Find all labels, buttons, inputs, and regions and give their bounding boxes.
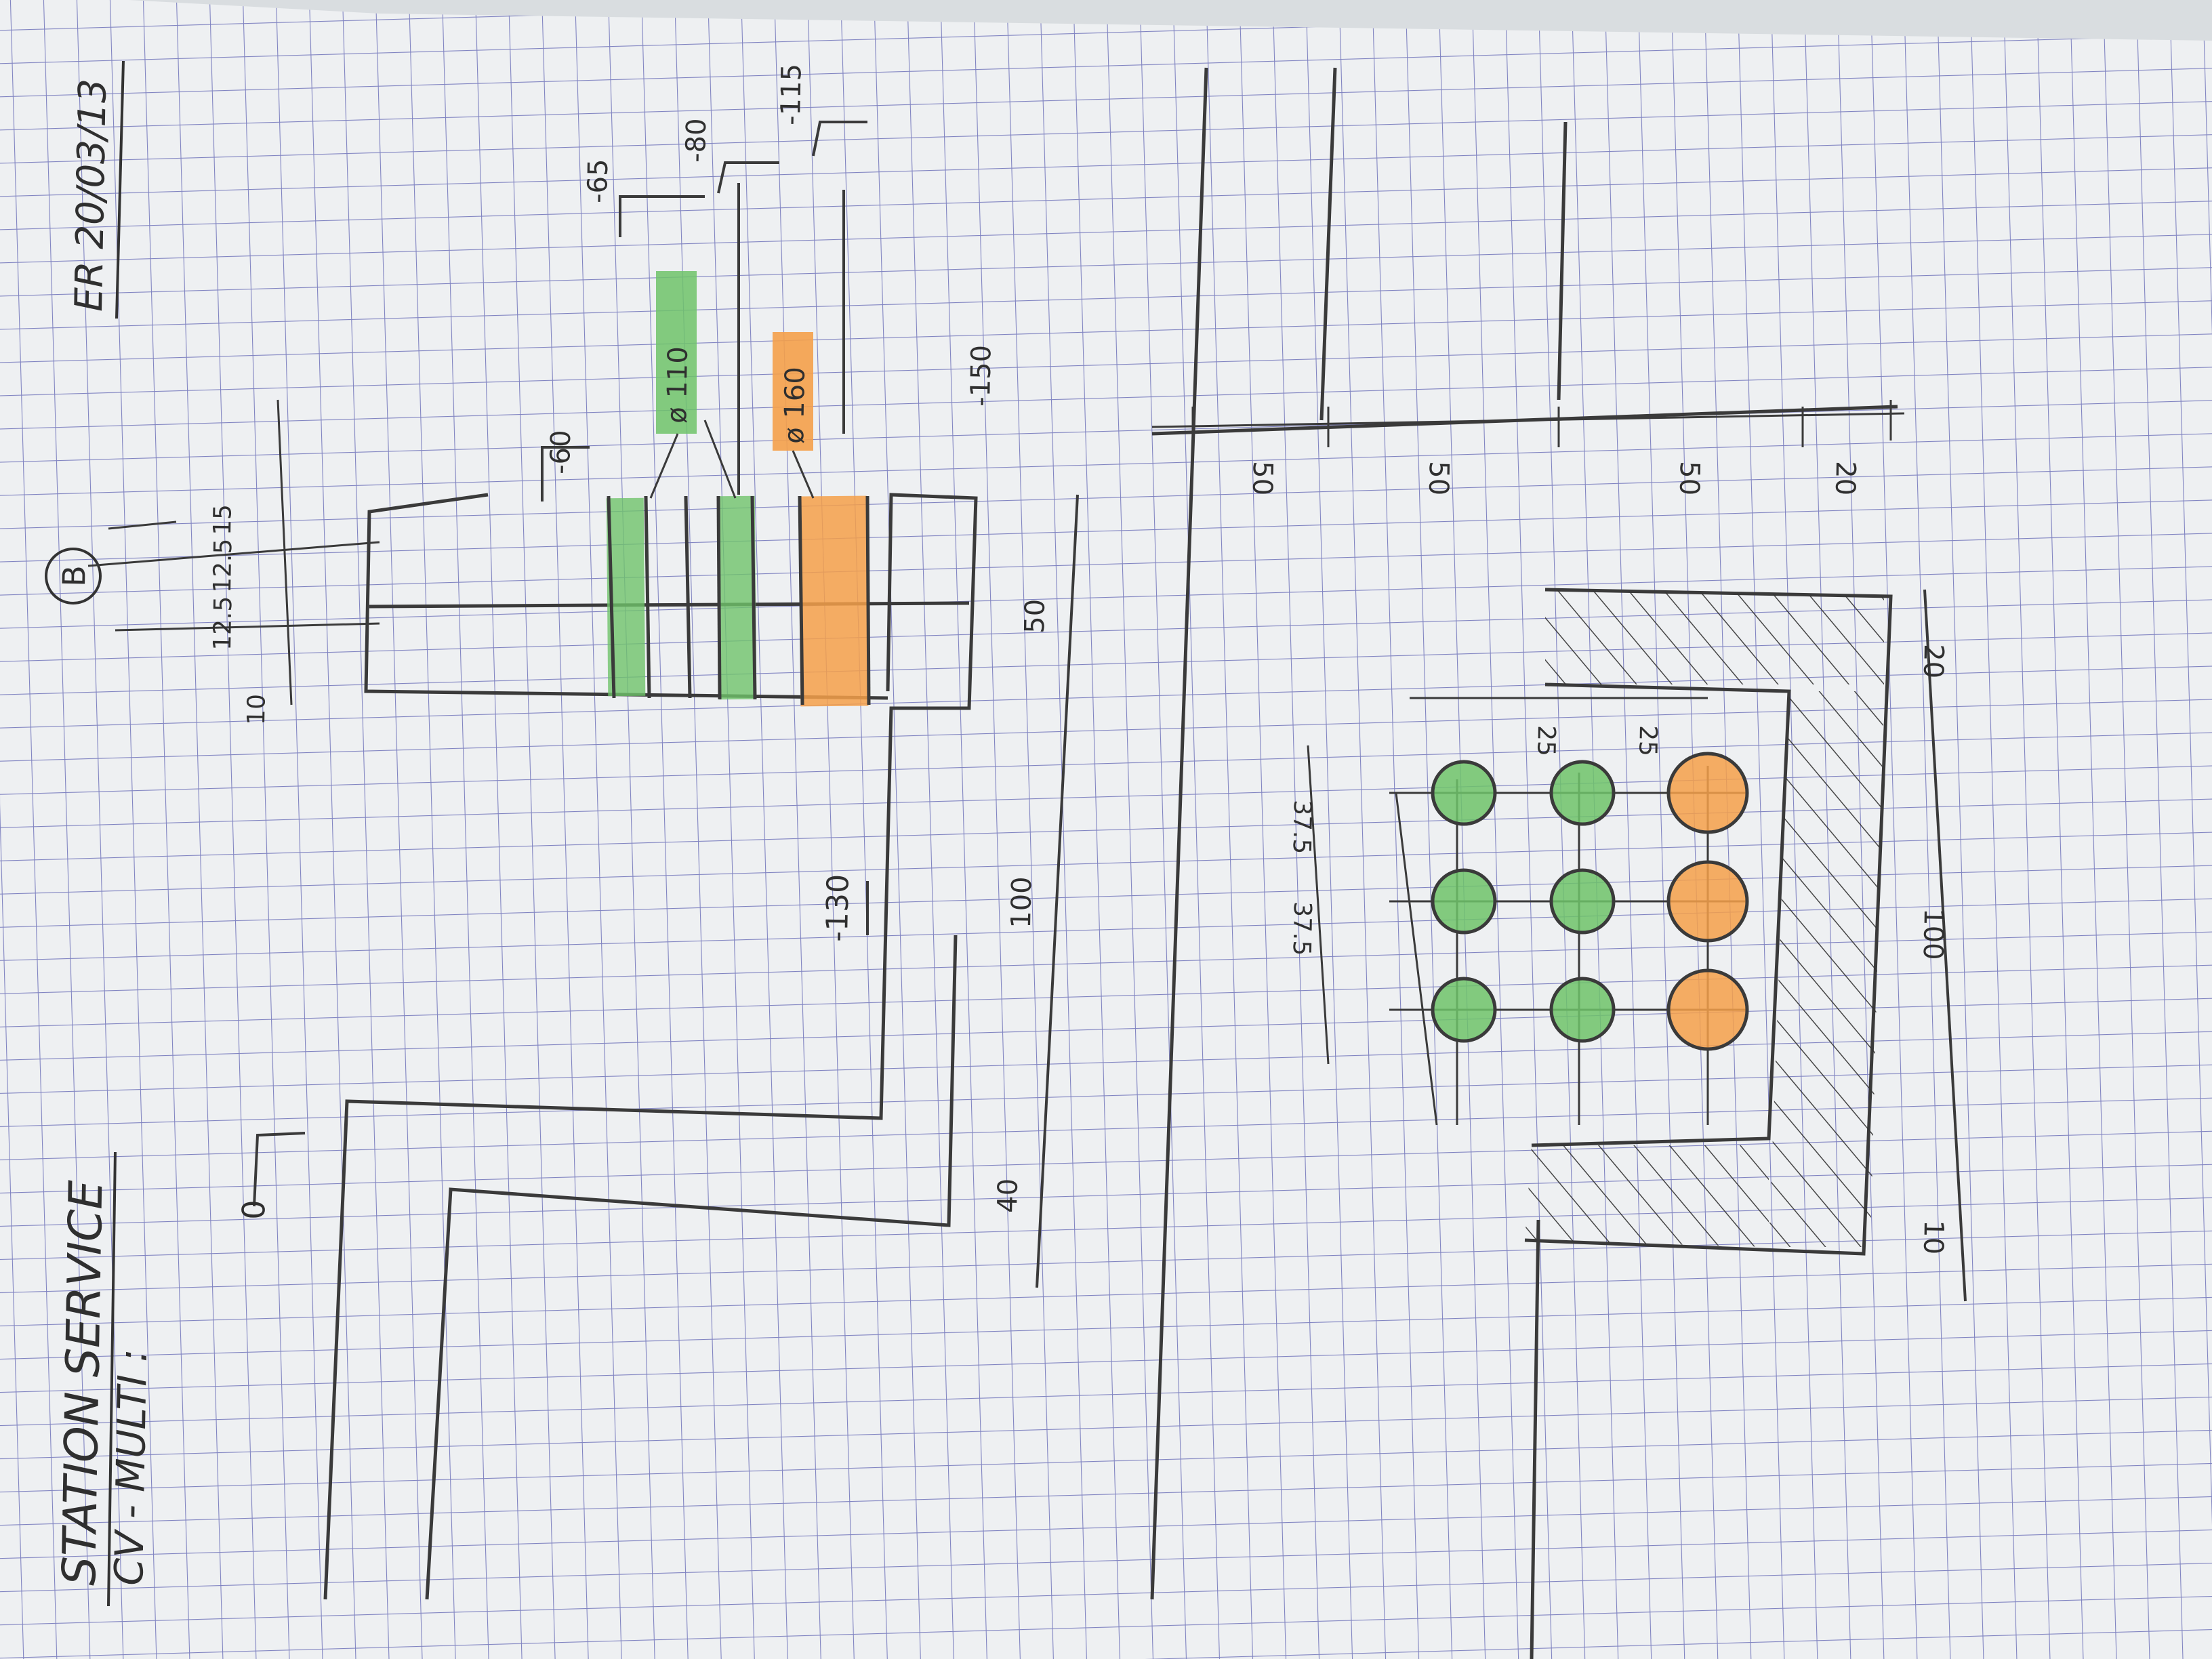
plan-bottom-dim-2: 100 (1917, 908, 1949, 960)
level-minus-115: -115 (775, 64, 808, 126)
spacing-col-1: 37.5 (1288, 800, 1316, 855)
level-minus-60: -60 (545, 430, 577, 474)
pipe-circle-green (1549, 977, 1616, 1043)
dim-bottom-1: 40 (992, 1178, 1024, 1213)
trench-profile-inner (425, 935, 958, 1600)
dim-bottom-2: 100 (1006, 876, 1038, 928)
pipe-label-160-bg (773, 332, 813, 451)
title-underline (107, 1151, 117, 1607)
sheet-mark-circle (45, 548, 102, 605)
level-minus-150: -150 (965, 345, 998, 407)
sheet-mark: B (56, 565, 93, 588)
pipe-band-orange (798, 495, 869, 707)
paper-top-edge (129, 0, 2212, 41)
pipe-circle-green (1549, 868, 1616, 935)
pipe-grid (1431, 752, 1749, 1051)
spacing-row-2: 25 (1633, 725, 1662, 757)
plan-line-1 (1150, 67, 1208, 1600)
level-minus-130: -130 (820, 874, 856, 942)
pipe-label-110-bg (656, 271, 697, 434)
dim-top-1: 10 (243, 694, 271, 726)
plan-right-dim-1: 50 (1246, 461, 1278, 496)
level-minus-65: -65 (582, 159, 614, 203)
plan-right-dim-3: 50 (1673, 461, 1705, 496)
trench-profile-outer (323, 493, 978, 1600)
spacing-col-2: 37.5 (1288, 901, 1316, 956)
plan-line-4 (1557, 121, 1568, 401)
pipe-circle-orange (1666, 968, 1749, 1051)
plan-line-3 (1530, 1219, 1540, 1659)
pipe-circle-green (1431, 868, 1497, 935)
author-date-underline (115, 60, 125, 319)
plan-bottom-dim-3: 20 (1917, 644, 1949, 679)
title-line-1: STATION SERVICE (53, 1180, 113, 1586)
dim-top-2: 12.5 (209, 596, 237, 651)
pipe-band-green-2 (717, 495, 757, 700)
spacing-row-1: 25 (1532, 725, 1560, 757)
dim-bottom-3: 50 (1019, 598, 1051, 634)
pipe-circle-orange (1666, 860, 1749, 943)
pipe-label-160: ø 160 (779, 367, 811, 444)
pipe-band-green-1 (606, 497, 646, 697)
level-minus-80: -80 (680, 118, 712, 163)
plan-right-dim-2: 50 (1422, 461, 1454, 496)
pipe-circle-green (1431, 760, 1497, 826)
level-top: 0 (235, 1200, 272, 1220)
wall-hatch-bottom (1525, 1145, 1769, 1247)
plan-inner-box (1531, 682, 1791, 1147)
plan-bottom-dim-1: 10 (1917, 1220, 1949, 1255)
title-line-2: CV - MULTI : (106, 1349, 156, 1586)
author-date: ER 20/03/13 (67, 79, 115, 312)
plan-line-2 (1319, 67, 1337, 421)
dim-top-4: 15 (209, 504, 237, 536)
pipe-label-110: ø 110 (661, 346, 694, 424)
pipe-circle-orange (1666, 752, 1749, 834)
wall-hatch-top (1545, 590, 1884, 684)
pipe-circle-green (1431, 977, 1497, 1043)
pipe-circle-green (1549, 760, 1616, 826)
plan-right-dim-4: 20 (1829, 461, 1861, 496)
wall-hatch-right (1769, 691, 1884, 1247)
dim-top-3: 12.5 (209, 538, 237, 593)
